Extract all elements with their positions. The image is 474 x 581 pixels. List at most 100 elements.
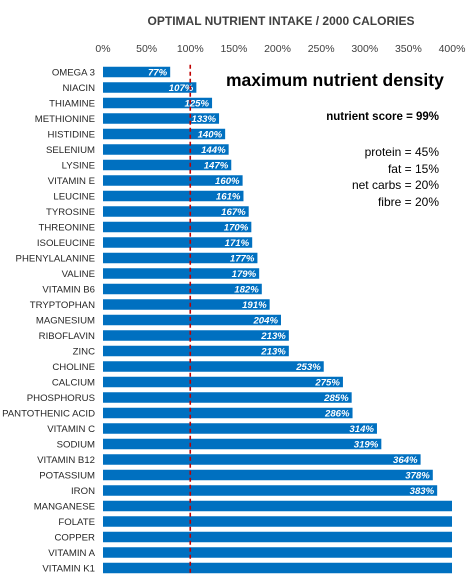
x-tick-label: 150%	[220, 43, 247, 55]
bar-leucine	[103, 190, 244, 202]
x-tick-label: 50%	[136, 43, 157, 55]
bar-threonine	[103, 221, 252, 233]
data-label: 285%	[323, 393, 349, 404]
data-label: 275%	[314, 377, 340, 388]
data-label: 364%	[393, 455, 418, 466]
category-label: VITAMIN E	[48, 176, 95, 187]
nutrient-score: nutrient score = 99%	[326, 111, 439, 123]
data-label: 171%	[225, 238, 250, 249]
category-label: SELENIUM	[46, 145, 95, 156]
category-label: VITAMIN A	[48, 548, 95, 559]
category-label: HISTIDINE	[48, 129, 95, 140]
x-tick-label: 300%	[351, 43, 378, 55]
bar-lysine	[103, 159, 232, 171]
data-label: 147%	[204, 160, 229, 171]
bar-vitamin-e	[103, 175, 243, 186]
data-label: 182%	[234, 284, 259, 295]
category-label: IRON	[71, 486, 95, 497]
category-label: THREONINE	[39, 222, 96, 233]
data-label: 167%	[221, 207, 246, 218]
category-label: SODIUM	[57, 439, 95, 450]
category-label: RIBOFLAVIN	[39, 331, 95, 342]
data-label: 314%	[349, 424, 374, 435]
bar-vitamin-a	[103, 547, 452, 558]
data-label: 133%	[191, 114, 216, 125]
data-label: 125%	[185, 98, 210, 109]
bar-valine	[103, 268, 260, 279]
macro-fat: fat = 15%	[387, 161, 439, 176]
bar-vitamin-c	[103, 423, 377, 434]
category-label: CHOLINE	[52, 362, 95, 373]
data-label: 286%	[324, 408, 350, 419]
category-label: VITAMIN B12	[37, 455, 95, 466]
category-labels: OMEGA 3 NIACIN THIAMINE METHIONINE HISTIDINE…	[2, 67, 96, 574]
x-tick-label: 0%	[95, 43, 110, 55]
data-label: 144%	[201, 145, 226, 156]
category-label: PHENYLALANINE	[16, 253, 95, 264]
bar-potassium	[103, 469, 433, 481]
data-label: 319%	[354, 439, 379, 450]
category-label: PANTOTHENIC ACID	[2, 408, 95, 419]
data-label: 170%	[224, 222, 249, 233]
bar-iron	[103, 485, 438, 496]
bar-vitamin-b12	[103, 454, 421, 465]
data-labels: 77%107% 125% 133% 140% 144% 147% 160% 161% 167% 1…	[148, 67, 435, 497]
macro-protein: protein = 45%	[364, 145, 439, 159]
x-tick-label: 250%	[308, 43, 335, 55]
bar-pantothenic-acid	[103, 407, 353, 419]
bar-vitamin-b6	[103, 283, 262, 295]
data-label: 378%	[405, 470, 430, 481]
bar-magnesium	[103, 314, 281, 326]
category-label: LYSINE	[62, 160, 95, 171]
bar-phosphorus	[103, 392, 352, 403]
data-label: 177%	[230, 253, 255, 264]
bar-tyrosine	[103, 206, 249, 217]
bar-folate	[103, 516, 452, 527]
bar-calcium	[103, 376, 343, 388]
panel-heading: maximum nutrient density	[226, 70, 444, 90]
macro-net-carbs: net carbs = 20%	[351, 178, 439, 192]
category-label: TRYPTOPHAN	[30, 300, 95, 311]
category-label: ISOLEUCINE	[37, 238, 95, 249]
category-label: MAGNESIUM	[36, 315, 95, 326]
data-label: 204%	[252, 315, 278, 326]
bar-copper	[103, 531, 452, 543]
bar-vitamin-k1	[103, 562, 452, 574]
bar-histidine	[103, 128, 226, 140]
macro-fibre: fibre = 20%	[377, 194, 439, 209]
data-label: 191%	[242, 300, 267, 311]
category-label: VITAMIN C	[47, 424, 95, 435]
bar-tryptophan	[103, 299, 270, 310]
data-label: 213%	[260, 331, 286, 342]
bar-choline	[103, 361, 324, 372]
category-label: THIAMINE	[49, 98, 95, 109]
category-label: VITAMIN B6	[42, 284, 95, 295]
bar-riboflavin	[103, 330, 289, 341]
category-label: PHOSPHORUS	[27, 393, 95, 404]
category-label: LEUCINE	[53, 191, 95, 202]
category-label: METHIONINE	[35, 114, 95, 125]
bar-zinc	[103, 345, 289, 357]
data-label: 77%	[148, 67, 168, 78]
data-label: 383%	[410, 486, 435, 497]
x-tick-label: 350%	[395, 43, 422, 55]
bar-selenium	[103, 144, 229, 155]
category-label: VITAMIN K1	[42, 563, 95, 574]
data-label: 107%	[169, 83, 194, 94]
data-label: 179%	[232, 269, 257, 280]
data-label: 253%	[295, 362, 321, 373]
category-label: NIACIN	[62, 83, 95, 94]
data-label: 213%	[260, 346, 286, 357]
data-label: 160%	[215, 176, 240, 187]
bar-niacin	[103, 82, 197, 93]
macro-list: protein = 45% fat = 15% net carbs = 20% …	[352, 144, 439, 210]
bar-omega-3	[103, 66, 171, 78]
bar-thiamine	[103, 97, 213, 109]
category-label: CALCIUM	[52, 377, 95, 388]
category-label: MANGANESE	[34, 501, 95, 512]
category-label: COPPER	[54, 532, 95, 543]
x-axis-ticks: 0% 50% 100% 150% 200% 250% 300% 350% 400%	[95, 43, 465, 55]
category-label: OMEGA 3	[52, 67, 95, 78]
category-label: FOLATE	[58, 517, 95, 528]
